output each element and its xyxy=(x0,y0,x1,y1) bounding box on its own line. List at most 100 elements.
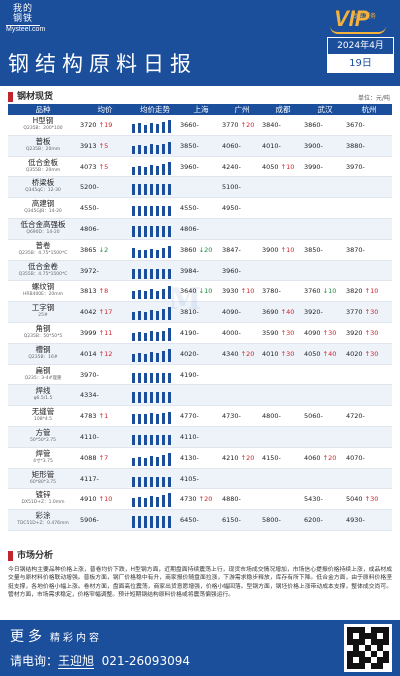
arrow-up-icon: ↑ xyxy=(96,287,105,296)
table-row[interactable]: 方管 50*50*2.75 4110- 4110- xyxy=(8,427,392,448)
section-analysis-header: 市场分析 xyxy=(8,551,392,563)
price-change: 10 xyxy=(286,245,295,254)
qr-cell xyxy=(365,657,371,663)
product-spec: 25# xyxy=(38,313,48,319)
price-value: 4090- xyxy=(222,308,241,317)
table-row[interactable]: 低合金板 Q355B：20mm 4073 ↑5 3960- 4240- 4050 ↑10 3… xyxy=(8,157,392,178)
trend-bar xyxy=(138,290,141,300)
table-row[interactable]: 扁钢 Q235：3-4#理重 3970- 4190- xyxy=(8,365,392,386)
price-value: 4010- xyxy=(262,141,281,150)
trend-bar xyxy=(150,516,153,529)
price-value: 3847- xyxy=(222,245,241,254)
price-hangzhou: 3880- xyxy=(346,141,365,151)
arrow-up-icon: ↑ xyxy=(278,308,287,317)
arrow-up-icon: ↑ xyxy=(320,349,329,358)
trend-bar xyxy=(150,143,153,154)
price-value: 3920- xyxy=(304,308,323,317)
table-row[interactable]: 槽钢 Q235B：16# 4014 ↑12 4020- 4340 ↑20 4010 ↑30… xyxy=(8,343,392,365)
price-hangzhou: 3870- xyxy=(346,245,365,255)
arrow-up-icon: ↑ xyxy=(278,245,287,254)
qr-cell xyxy=(377,627,383,633)
qr-cell xyxy=(359,651,365,657)
trend-bar xyxy=(156,414,159,425)
product-name: 桥梁板 xyxy=(31,178,55,188)
trend-bar xyxy=(150,310,153,321)
trend-bar xyxy=(144,435,147,445)
qr-cell xyxy=(353,645,359,651)
table-row[interactable]: 螺纹钢 HRB400E：20mm 3813 ↑8 3640 ↓10 3930 ↑10 37… xyxy=(8,281,392,303)
table-row[interactable]: 角钢 Q235B：50*50*5 3999 ↑11 4190- 4000- 3590 ↑3… xyxy=(8,323,392,344)
arrow-down-icon: ↓ xyxy=(196,245,205,254)
table-row[interactable]: 矩形管 60*80*3.75 4117- 4105- xyxy=(8,468,392,490)
table-row[interactable]: 焊管 4寸*3.75 4088 ↑7 4130- 4210 ↑20 4150- 4060 ↑… xyxy=(8,448,392,469)
contact-name[interactable]: 王迎旭 xyxy=(58,654,95,669)
product-spec: Q235B：50*50*5 xyxy=(23,334,63,339)
qr-cell xyxy=(359,639,365,645)
table-row[interactable]: 普板 Q235B：20mm 3913 ↑5 3850- 4060- 4010- 3900- 3… xyxy=(8,135,392,157)
product-name-cell: 高建钢 Q345GJB：14-20 xyxy=(8,199,78,215)
price-value: 4880- xyxy=(222,495,241,504)
arrow-up-icon: ↑ xyxy=(96,121,105,129)
table-row[interactable]: 镀锌 DX51D+Z：1.0mm 4910 ↑10 4730 ↑20 4880- 5430… xyxy=(8,489,392,511)
trend-bar xyxy=(162,289,165,300)
avg-price: 3999 ↑11 xyxy=(80,328,128,338)
price-value: 3850- xyxy=(304,245,323,254)
more-content-link[interactable]: 更多 精彩内容 xyxy=(10,626,102,646)
price-shanghai: 3810- xyxy=(180,307,199,317)
price-value: 3880- xyxy=(346,141,365,150)
mysteel-logo[interactable]: 我的 钢铁 Mysteel.com xyxy=(6,4,45,33)
product-spec: Q235：3-4#理重 xyxy=(24,375,62,381)
table-row[interactable]: 彩涂 TDC51D+Z：0.476mm 5906- 6450- 6150- 5800- 62… xyxy=(8,510,392,531)
avg-value: 4783 xyxy=(80,412,97,421)
arrow-up-icon: ↑ xyxy=(362,308,371,317)
trend-bar xyxy=(150,413,153,425)
trend-bar xyxy=(132,414,135,425)
qr-code-icon[interactable] xyxy=(344,624,392,672)
price-value: 3590 xyxy=(262,329,279,337)
avg-price: 4806- xyxy=(80,224,128,234)
trend-bar xyxy=(144,312,147,321)
qr-cell xyxy=(377,645,383,651)
trend-bar xyxy=(132,476,135,487)
avg-trend-chart xyxy=(132,179,178,196)
price-change: 30 xyxy=(370,349,379,358)
table-row[interactable]: 低合金卷 Q355B：4.75*1500*C 3972- 3984- 3960- xyxy=(8,260,392,282)
trend-bar xyxy=(144,414,147,425)
arrow-up-icon: ↑ xyxy=(96,329,105,337)
price-chengdu: 4010 ↑30 xyxy=(262,349,294,359)
product-name-cell: 桥梁板 Q345qC：12-30 xyxy=(8,178,78,194)
price-value: 3860 xyxy=(180,245,197,254)
price-change: 30 xyxy=(286,349,295,358)
table-row[interactable]: 普卷 Q235B：4.75*1500*C 3865 ↓2 3860 ↓20 3847- 3… xyxy=(8,240,392,261)
avg-value: 3913 xyxy=(80,141,97,150)
qr-cell xyxy=(383,651,389,657)
price-shanghai: 4110- xyxy=(180,432,199,442)
price-shanghai: 3860 ↓20 xyxy=(180,245,212,255)
vip-sub: 专属服务 xyxy=(352,13,377,20)
price-value: 3860- xyxy=(304,121,323,129)
table-row[interactable]: 焊线 φ6.5/1.5 4334- xyxy=(8,385,392,407)
price-value: 3670- xyxy=(346,121,365,129)
table-row[interactable]: H型钢 Q235B：200*100 3720 ↑19 3660- 3770 ↑20 384… xyxy=(8,115,392,136)
table-row[interactable]: 高建钢 Q345GJB：14-20 4550- 4550- 4950- xyxy=(8,198,392,219)
contact-phone[interactable]: 021-26093094 xyxy=(101,654,190,668)
table-row[interactable]: 工字钢 25# 4042 ↑17 3810- 4090- 3690 ↑40 3920- 377… xyxy=(8,302,392,323)
table-row[interactable]: 桥梁板 Q345qC：12-30 5200- 5100- xyxy=(8,177,392,199)
trend-bar xyxy=(150,248,153,258)
avg-trend-chart xyxy=(132,512,178,529)
avg-price: 5200- xyxy=(80,182,128,192)
qr-cell xyxy=(371,663,377,669)
arrow-up-icon: ↑ xyxy=(96,308,105,317)
product-name-cell: 无缝管 108*4.5 xyxy=(8,407,78,423)
avg-change: 19 xyxy=(104,121,113,129)
table-row[interactable]: 无缝管 108*4.5 4783 ↑1 4770- 4730- 4800- 5060- 472… xyxy=(8,406,392,427)
table-row[interactable]: 低合金高强板 Q690D：14-20 4806- 4806- xyxy=(8,219,392,240)
product-name: 低合金高强板 xyxy=(20,220,66,229)
avg-value: 3865 xyxy=(80,245,97,254)
qr-grid xyxy=(347,627,389,669)
price-guangzhou: 4000- xyxy=(222,328,241,338)
product-name: 无缝管 xyxy=(31,407,55,417)
arrow-up-icon: ↑ xyxy=(278,329,287,337)
trend-bar xyxy=(162,392,165,404)
